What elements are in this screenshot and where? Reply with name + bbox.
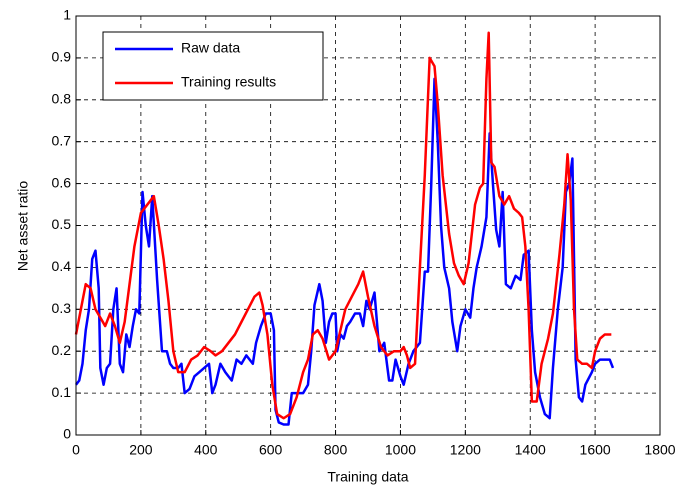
y-tick-label: 0.7 (52, 132, 72, 148)
x-tick-label: 1000 (385, 442, 416, 458)
y-tick-label: 0.2 (52, 342, 72, 358)
y-tick-label: 0.6 (52, 174, 72, 190)
y-tick-label: 0.8 (52, 91, 72, 107)
y-tick-label: 0.9 (52, 49, 72, 65)
x-axis-label: Training data (327, 469, 408, 485)
x-tick-label: 200 (129, 442, 153, 458)
line-series (74, 31, 612, 420)
x-tick-label: 600 (259, 442, 283, 458)
y-tick-label: 0.1 (52, 384, 72, 400)
legend-box (102, 31, 324, 101)
legend-label: Training results (181, 74, 276, 90)
x-tick-label: 1800 (644, 442, 675, 458)
y-axis-label: Net asset ratio (15, 181, 31, 271)
plot-frame (75, 15, 661, 436)
y-tick-label: 0.3 (52, 300, 72, 316)
x-tick-label: 800 (324, 442, 348, 458)
y-tick-label: 1 (63, 7, 71, 23)
x-tick-label: 1600 (580, 442, 611, 458)
line-series (75, 77, 615, 426)
y-tick-label: 0.4 (52, 258, 72, 274)
legend-label: Raw data (181, 40, 240, 56)
x-tick-label: 1200 (450, 442, 481, 458)
x-tick-label: 0 (72, 442, 80, 458)
x-tick-label: 1400 (515, 442, 546, 458)
x-tick-label: 400 (194, 442, 218, 458)
y-tick-label: 0.5 (52, 216, 72, 232)
y-tick-label: 0 (63, 426, 71, 442)
